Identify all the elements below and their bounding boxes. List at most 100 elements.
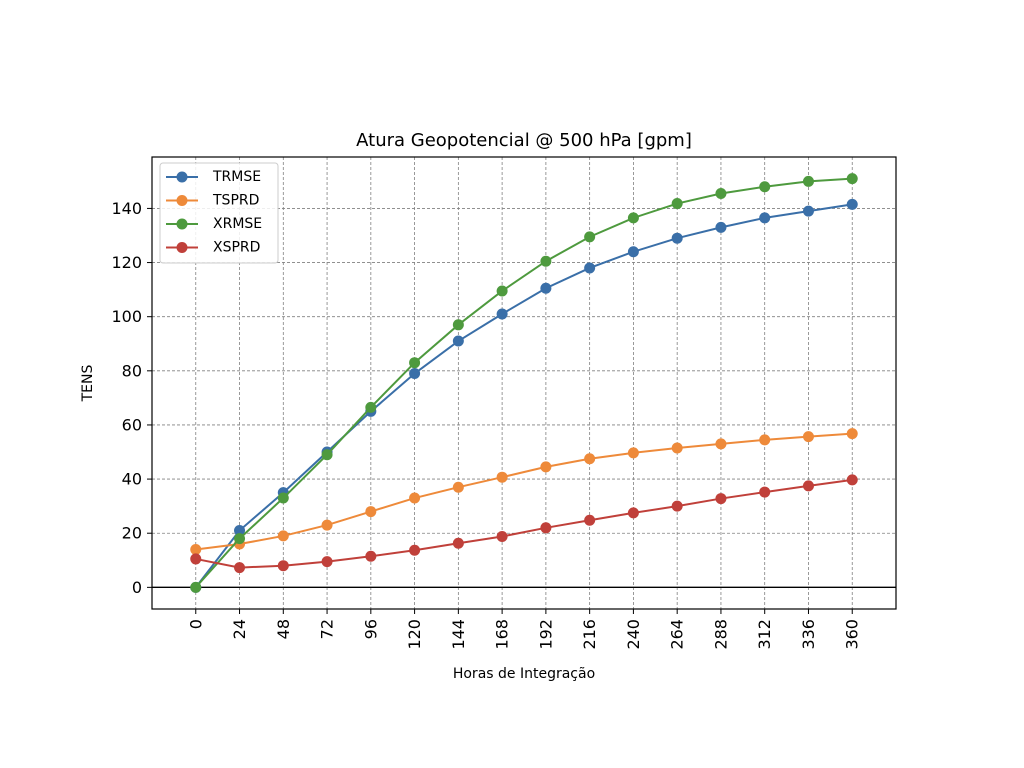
data-point (802, 175, 814, 187)
data-point (671, 442, 683, 454)
y-ticks: 0 20 40 60 80 100 120 140 (111, 199, 152, 597)
y-tick-label: 0 (132, 578, 142, 597)
y-tick-label: 140 (111, 199, 142, 218)
data-point (365, 506, 377, 518)
data-point (846, 474, 858, 486)
data-point (409, 544, 421, 556)
data-point (715, 438, 727, 450)
data-point (190, 581, 202, 593)
data-point (759, 212, 771, 224)
data-point (715, 221, 727, 233)
data-point (496, 308, 508, 320)
series-line (195, 177, 853, 589)
data-point (715, 493, 727, 505)
legend: TRMSE TSPRD XRMSE XSPRD (159, 162, 279, 264)
data-point (759, 434, 771, 446)
x-tick-label: 0 (186, 619, 205, 629)
x-axis-label: Horas de Integração (453, 666, 595, 682)
x-tick-label: 240 (624, 619, 643, 650)
x-tick-label: 336 (799, 619, 818, 650)
data-point (452, 481, 464, 493)
data-point (234, 533, 246, 545)
data-point (540, 461, 552, 473)
data-point (190, 553, 202, 565)
data-point (409, 357, 421, 369)
series-xsprd (190, 474, 858, 574)
y-tick-label: 120 (111, 253, 142, 272)
plot-frame (151, 156, 897, 610)
series-line (195, 478, 853, 569)
legend-item-xrmse: XRMSE (166, 216, 262, 232)
x-tick-label: 72 (318, 619, 337, 639)
x-tick-label: 96 (361, 619, 380, 639)
x-tick-label: 120 (405, 619, 424, 650)
x-tick-label: 360 (843, 619, 862, 650)
data-point (190, 543, 202, 555)
x-tick-label: 312 (755, 619, 774, 650)
data-point (321, 556, 333, 568)
data-point (321, 519, 333, 531)
data-point (671, 232, 683, 244)
x-tick-label: 48 (274, 619, 293, 639)
legend-marker (176, 171, 188, 183)
y-tick-label: 20 (122, 524, 142, 543)
x-tick-label: 192 (536, 619, 555, 650)
series-xrmse (190, 173, 858, 593)
chart-title: Atura Geopotencial @ 500 hPa [gpm] (356, 130, 692, 151)
y-tick-label: 40 (122, 470, 142, 489)
x-tick-label: 24 (230, 619, 249, 639)
data-point (365, 401, 377, 413)
legend-marker (176, 242, 188, 253)
legend-label: TRMSE (212, 169, 261, 185)
data-point (627, 447, 639, 459)
data-point (759, 486, 771, 498)
legend-label: XSPRD (213, 240, 260, 256)
y-tick-label: 80 (122, 361, 142, 380)
x-tick-label: 288 (711, 619, 730, 650)
data-point (365, 550, 377, 562)
data-point (671, 500, 683, 512)
legend-box (159, 162, 279, 264)
data-point (496, 471, 508, 483)
legend-label: TSPRD (212, 193, 259, 209)
data-point (846, 428, 858, 440)
series-layer (190, 173, 858, 593)
data-point (584, 453, 596, 465)
data-point (452, 335, 464, 347)
y-tick-label: 60 (122, 415, 142, 434)
data-point (671, 198, 683, 210)
series-tsprd (190, 428, 858, 555)
legend-label: XRMSE (213, 216, 262, 232)
data-point (846, 173, 858, 185)
data-point (584, 231, 596, 243)
data-point (627, 246, 639, 258)
data-point (540, 522, 552, 534)
x-ticks: 0 24 48 72 96 120 144 168 192 216 240 264 288 312 336 3… (186, 609, 862, 650)
data-point (277, 530, 289, 542)
data-point (540, 255, 552, 267)
data-point (802, 431, 814, 443)
data-point (715, 188, 727, 200)
x-tick-label: 264 (668, 619, 687, 650)
data-point (627, 212, 639, 224)
legend-item-trmse: TRMSE (166, 169, 261, 185)
data-point (277, 560, 289, 572)
data-point (802, 205, 814, 217)
data-point (409, 492, 421, 504)
data-point (277, 492, 289, 504)
data-point (584, 514, 596, 526)
legend-marker (176, 218, 188, 230)
data-point (234, 562, 246, 574)
data-point (452, 319, 464, 331)
y-axis-label: TENS (80, 365, 96, 403)
series-line (194, 203, 853, 588)
data-point (802, 480, 814, 492)
legend-item-xsprd: XSPRD (166, 240, 260, 256)
data-point (409, 368, 421, 380)
data-point (759, 181, 771, 193)
data-point (540, 282, 552, 294)
data-point (496, 530, 508, 542)
legend-item-tsprd: TSPRD (166, 193, 259, 209)
data-point (496, 285, 508, 297)
